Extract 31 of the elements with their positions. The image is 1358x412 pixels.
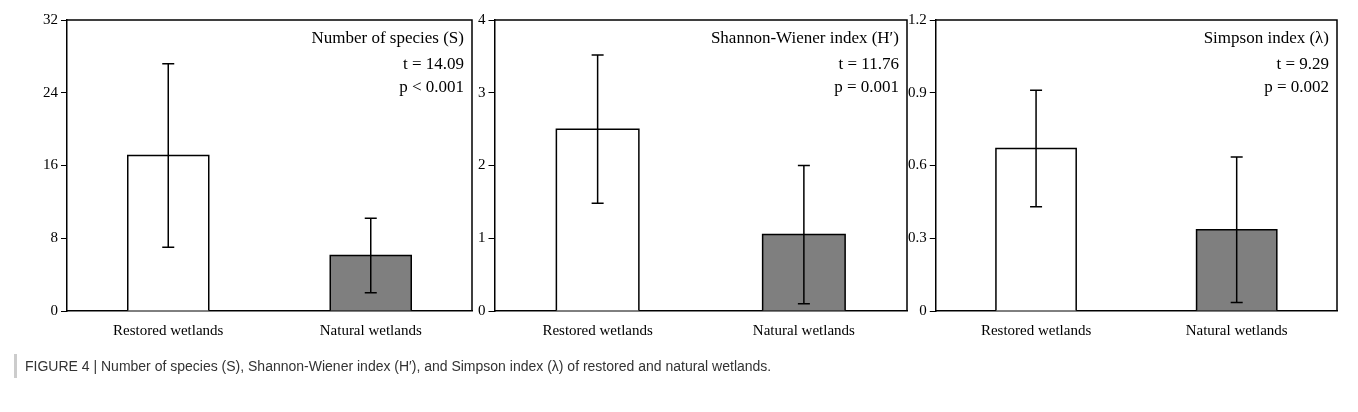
y-tick-label: 4 [478,10,486,27]
y-tick-label: 1.2 [908,10,927,27]
x-tick-label: Natural wetlands [319,321,422,338]
x-tick-label: Restored wetlands [980,321,1092,338]
x-tick-label: Restored wetlands [113,321,224,338]
y-tick-label: 0 [50,301,58,318]
annotation: p = 0.001 [834,76,899,96]
y-tick-label: 8 [50,229,58,246]
annotation: p < 0.001 [399,76,464,96]
y-tick-label: 0.3 [908,229,927,246]
y-tick-label: 32 [43,10,58,27]
y-tick-label: 0 [478,301,486,318]
y-tick-label: 3 [478,83,486,100]
text: Simpson index (λ) [1203,27,1329,47]
annotation: t = 11.76 [838,53,899,73]
x-tick-label: Restored wetlands [542,321,653,338]
y-tick-label: 0.6 [908,156,928,173]
annotation: t = 14.09 [402,53,464,73]
y-tick-label: 0.9 [908,83,927,100]
annotation: p = 0.002 [1264,76,1329,96]
text: Shannon-Wiener index (H′) [710,27,899,47]
y-tick-label: 16 [43,156,59,173]
text: Number of species (S) [311,27,464,47]
y-tick-label: 0 [919,301,927,318]
annotation: t = 9.29 [1276,53,1329,73]
x-tick-label: Natural wetlands [752,321,856,338]
x-tick-label: Natural wetlands [1185,321,1288,338]
y-tick-label: 24 [43,83,59,100]
y-tick-label: 2 [478,156,486,173]
text: FIGURE 4 | Number of species (S), Shannon-Wiener index (H′), and Simpson index (λ) of restored and natural wetlands. [14,354,1353,378]
y-tick-label: 1 [478,229,486,246]
